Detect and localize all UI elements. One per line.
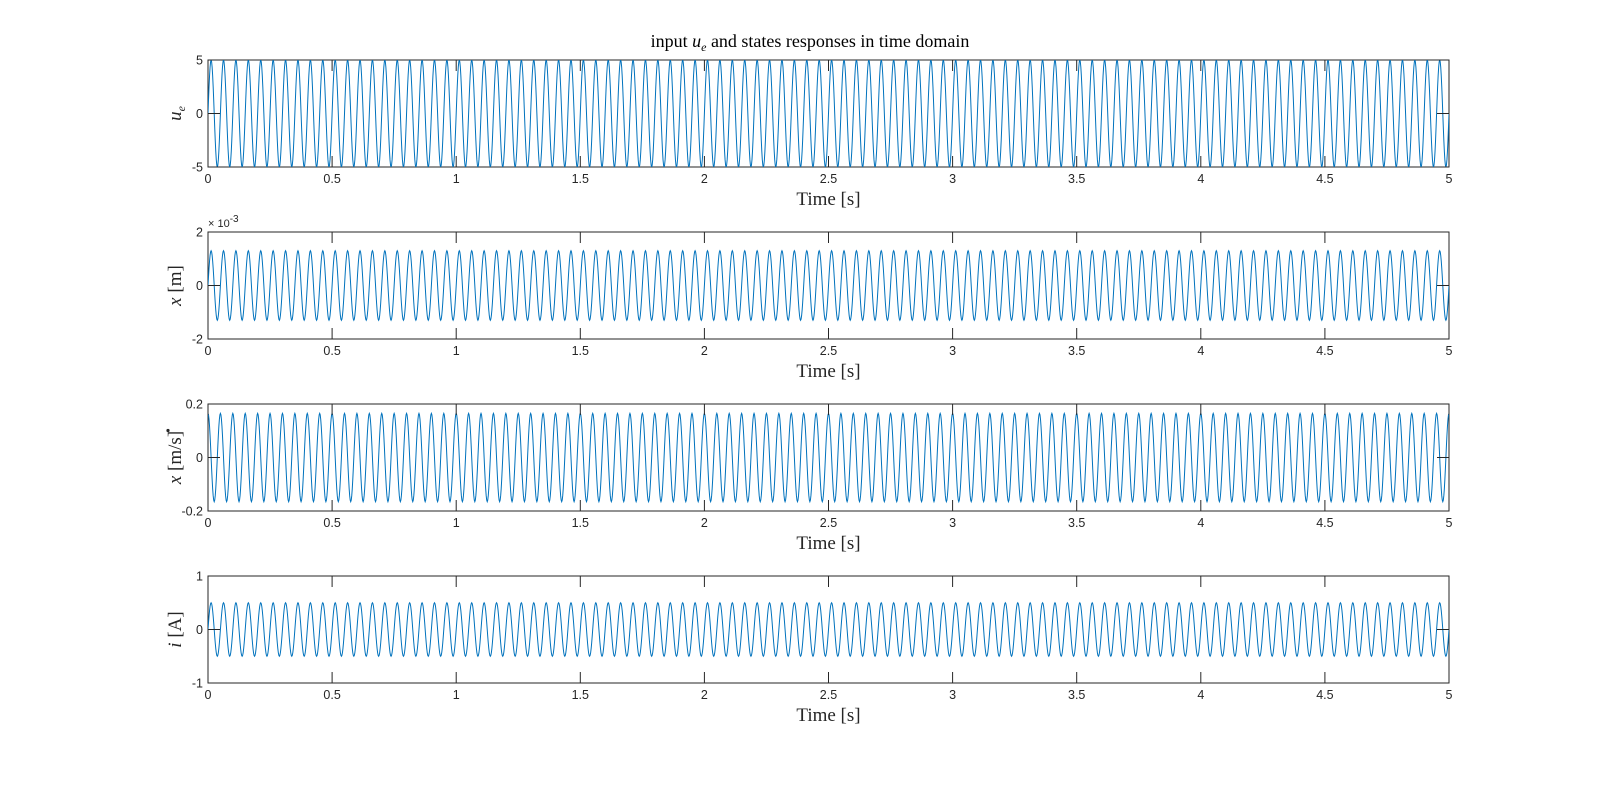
x-axis-title: Time [s]	[796, 705, 860, 726]
y-tick-label: 0.2	[186, 398, 203, 412]
x-tick-label: 0.5	[323, 344, 340, 358]
x-tick-label: 3.5	[1068, 344, 1085, 358]
x-tick-label: 2.5	[820, 688, 837, 702]
x-tick-label: 0	[205, 344, 212, 358]
x-tick-label: 2	[701, 516, 708, 530]
x-tick-label: 0	[205, 516, 212, 530]
y-tick-label: 1	[196, 570, 203, 584]
y-tick-label: 0	[196, 451, 203, 465]
x-tick-label: 5	[1446, 172, 1453, 186]
x-tick-label: 2	[701, 344, 708, 358]
y-axis-title: i [A]	[165, 611, 186, 647]
x-axis-title: Time [s]	[796, 533, 860, 554]
x-axis-title: Time [s]	[796, 361, 860, 382]
x-tick-label: 4.5	[1316, 172, 1333, 186]
y-axis-title-dot	[166, 428, 170, 433]
axes-frame	[207, 403, 1450, 512]
y-exponent-label: × 10-3	[208, 214, 239, 230]
x-tick-label: 3	[949, 344, 956, 358]
y-axis-title: x [m/s]	[165, 431, 186, 485]
y-tick-label: 0	[196, 623, 203, 637]
x-tick-label: 1.5	[572, 688, 589, 702]
x-tick-label: 1.5	[572, 516, 589, 530]
x-tick-label: 1.5	[572, 172, 589, 186]
x-tick-label: 1	[453, 688, 460, 702]
x-tick-label: 1	[453, 516, 460, 530]
x-tick-label: 3	[949, 516, 956, 530]
x-tick-label: 4	[1197, 172, 1204, 186]
x-tick-label: 2.5	[820, 172, 837, 186]
x-tick-label: 2	[701, 688, 708, 702]
x-tick-label: 4.5	[1316, 688, 1333, 702]
x-tick-label: 5	[1446, 688, 1453, 702]
x-tick-label: 5	[1446, 344, 1453, 358]
x-tick-label: 3	[949, 688, 956, 702]
y-tick-label: 0	[196, 107, 203, 121]
y-tick-label: -5	[192, 161, 203, 175]
x-tick-label: 4.5	[1316, 344, 1333, 358]
y-tick-label: 5	[196, 54, 203, 68]
y-tick-label: -0.2	[181, 505, 203, 519]
y-tick-label: 0	[196, 279, 203, 293]
series-line-1	[208, 601, 1449, 658]
series-line-1	[208, 249, 1449, 322]
x-tick-label: 3.5	[1068, 688, 1085, 702]
x-tick-label: 1	[453, 172, 460, 186]
x-tick-label: 3	[949, 172, 956, 186]
x-tick-label: 1	[453, 344, 460, 358]
x-tick-label: 4	[1197, 688, 1204, 702]
series-line-1	[208, 60, 1449, 167]
x-tick-label: 0	[205, 172, 212, 186]
y-axis-title: x [m]	[165, 265, 186, 307]
figure-title: input ue and states responses in time do…	[651, 31, 970, 54]
x-tick-label: 2.5	[820, 516, 837, 530]
x-tick-label: 4.5	[1316, 516, 1333, 530]
y-tick-label: -1	[192, 677, 203, 691]
x-tick-label: 2	[701, 172, 708, 186]
x-tick-label: 2.5	[820, 344, 837, 358]
x-tick-label: 4	[1197, 344, 1204, 358]
y-axis-title: ue	[165, 105, 188, 121]
y-tick-label: 2	[196, 226, 203, 240]
x-tick-label: 4	[1197, 516, 1204, 530]
x-tick-label: 0.5	[323, 516, 340, 530]
x-tick-label: 3.5	[1068, 516, 1085, 530]
x-tick-label: 3.5	[1068, 172, 1085, 186]
y-tick-label: -2	[192, 333, 203, 347]
x-tick-label: 1.5	[572, 344, 589, 358]
x-tick-label: 0	[205, 688, 212, 702]
x-tick-label: 0.5	[323, 172, 340, 186]
x-tick-label: 0.5	[323, 688, 340, 702]
x-axis-title: Time [s]	[796, 189, 860, 210]
x-tick-label: 5	[1446, 516, 1453, 530]
